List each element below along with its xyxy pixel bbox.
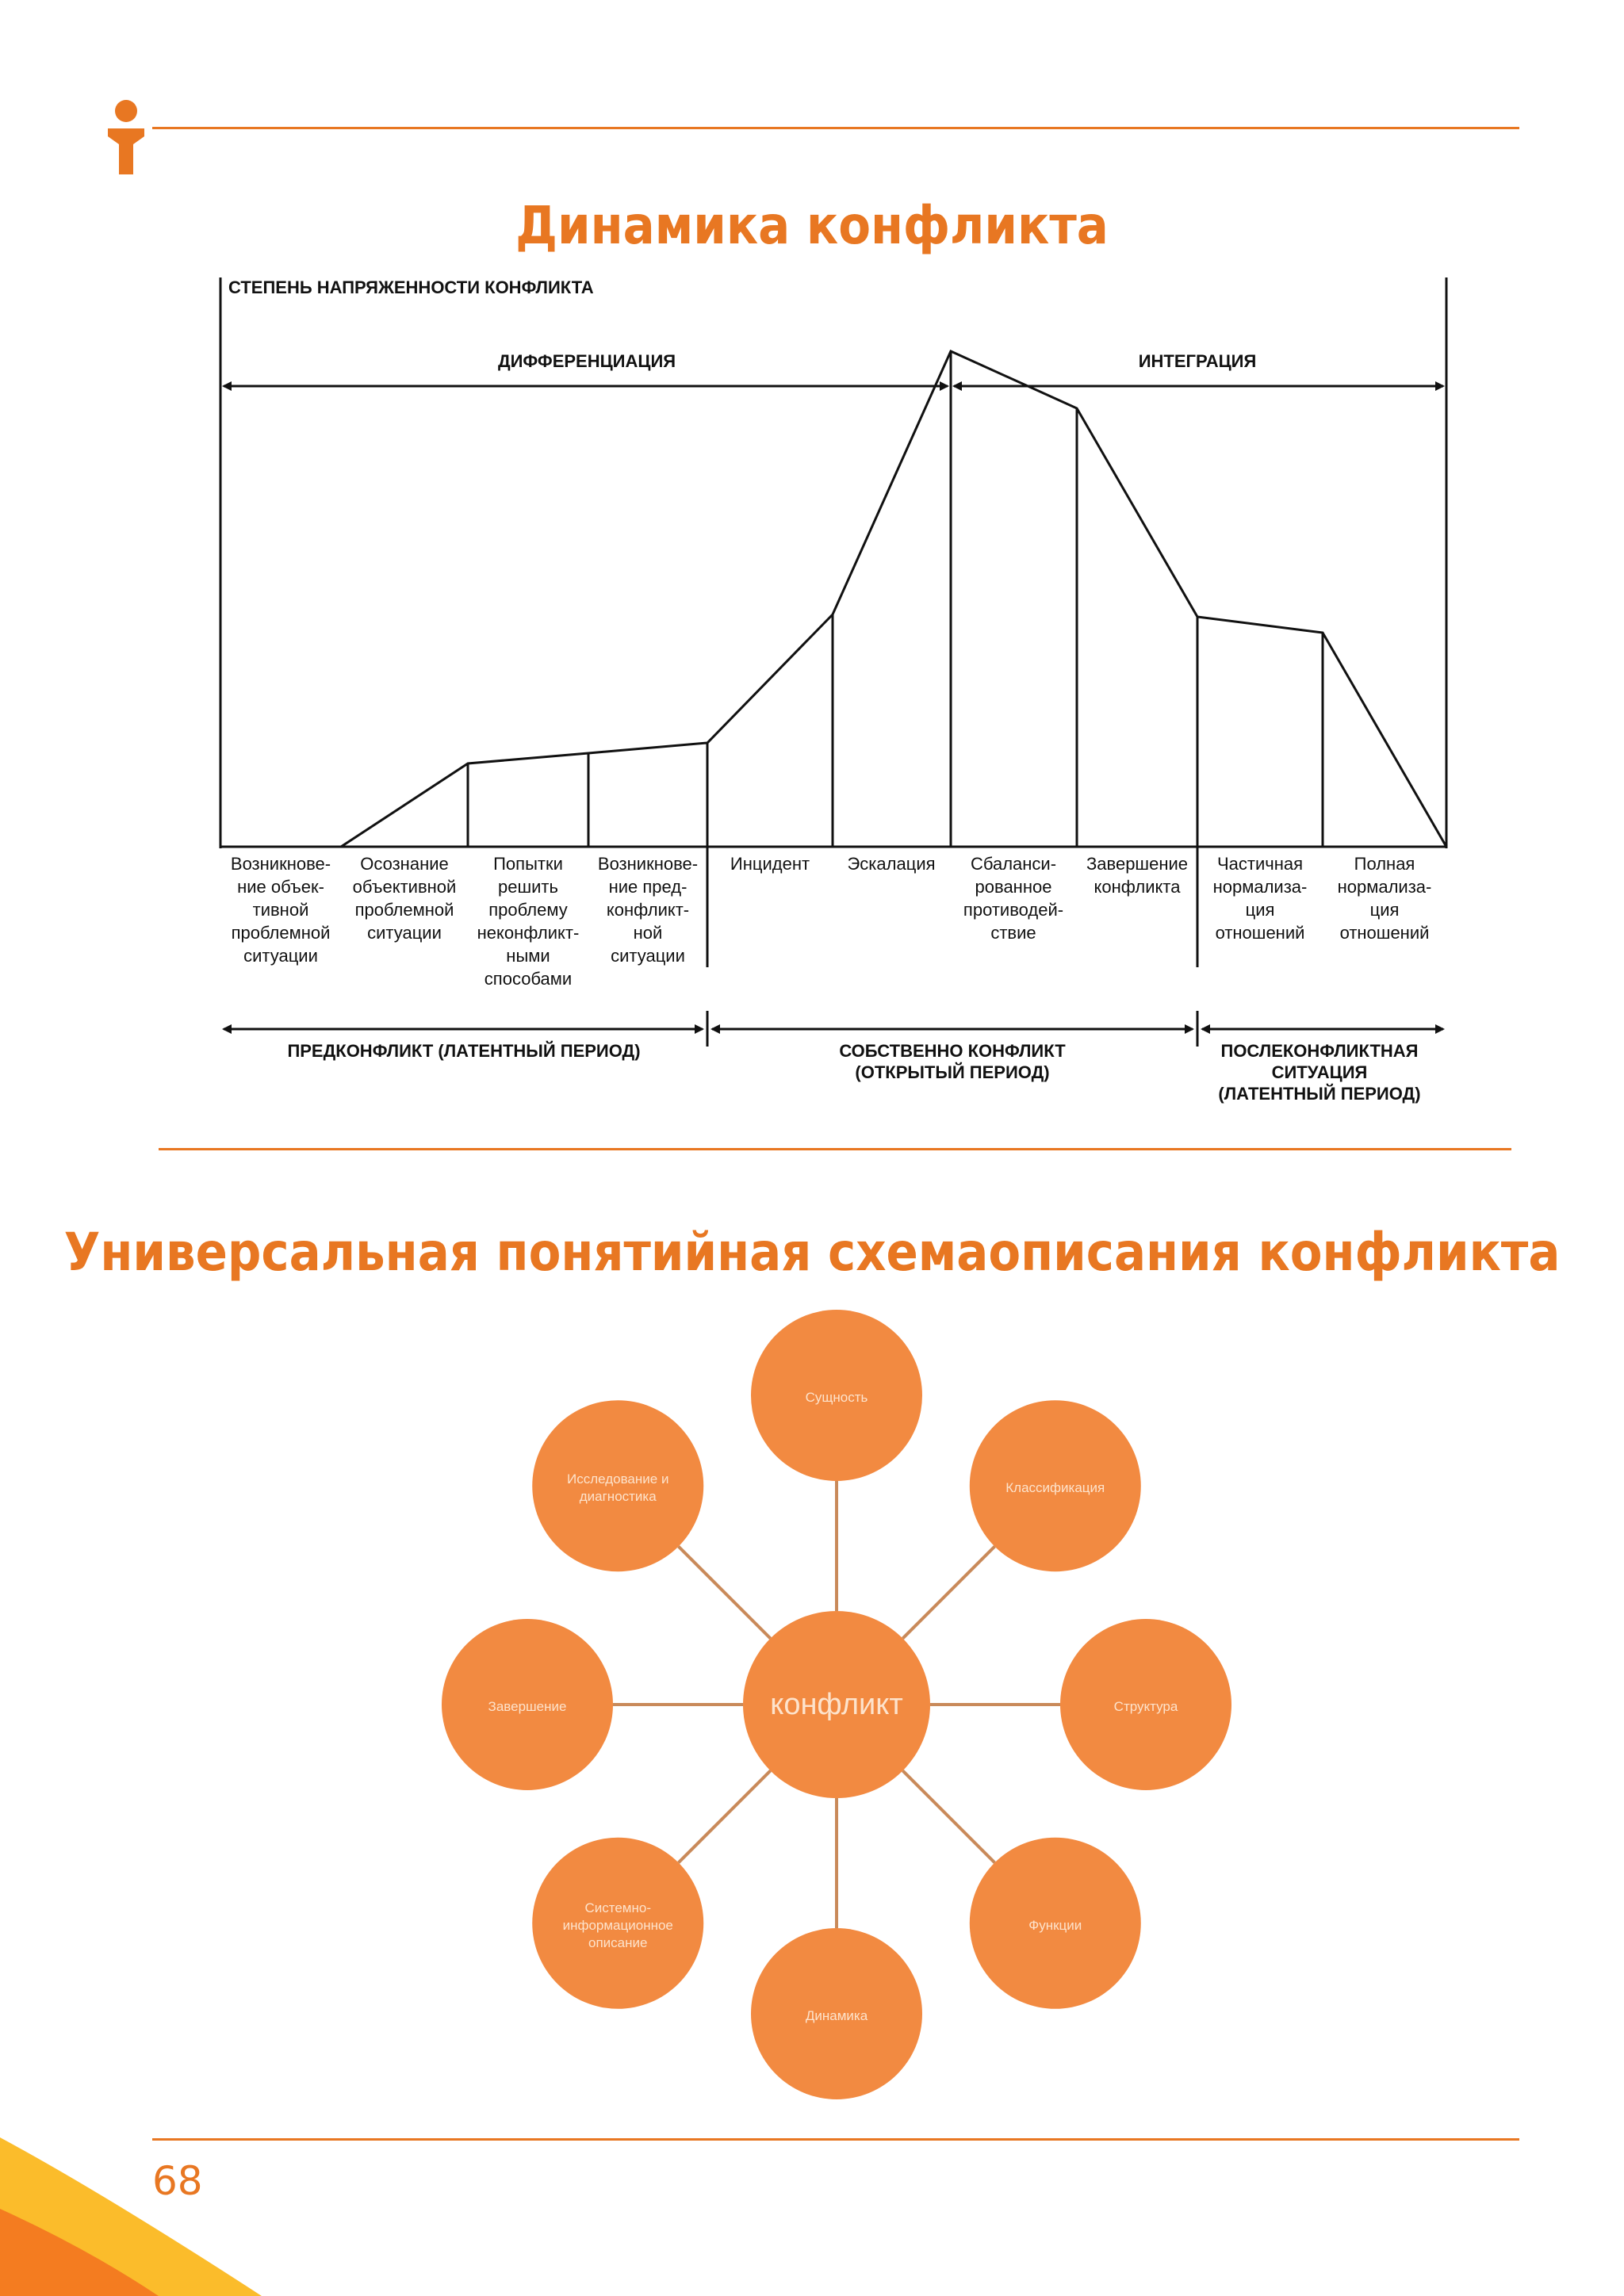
section-divider <box>159 1148 1511 1150</box>
section2-title: Универсальная понятийная схемаописания к… <box>63 1222 1561 1283</box>
period-label-0: ПРЕДКОНФЛИКТ (ЛАТЕНТНЫЙ ПЕРИОД) <box>287 1041 640 1061</box>
tension-curve <box>340 350 1448 848</box>
stage-label-4: Инцидент <box>730 854 810 874</box>
concept-node-label-6: Завершение <box>488 1699 567 1714</box>
spoke-1 <box>902 1545 996 1640</box>
spoke-7 <box>677 1545 772 1640</box>
y-axis-label: СТЕПЕНЬ НАПРЯЖЕННОСТИ КОНФЛИКТА <box>228 277 594 297</box>
stage-label-2: Попытки решить проблему неконфликт-ными спос… <box>477 854 580 989</box>
conflict-dynamics-diagram: СТЕПЕНЬ НАПРЯЖЕННОСТИ КОНФЛИКТА ДИФФЕРЕН… <box>219 277 1448 1104</box>
concept-node-label-3: Функции <box>1028 1918 1082 1933</box>
concept-node-1 <box>969 1400 1141 1572</box>
concept-node-0 <box>751 1310 922 1481</box>
stage-label-1: Осознание объективной проблемной ситуации <box>353 854 457 943</box>
concept-node-label-7: Исследование и диагностика <box>567 1471 668 1504</box>
stage-label-9: Полная нормализа-ция отношений <box>1338 854 1432 943</box>
stage-label-0: Возникнове-ние объек-тивной проблемной сит… <box>231 854 331 966</box>
concept-node-label-5: Системно-информационное описание <box>563 1900 673 1950</box>
page-number: 68 <box>152 2158 203 2204</box>
stage-label-8: Частичная нормализа-ция отношений <box>1213 854 1308 943</box>
concept-node-6 <box>442 1619 613 1790</box>
spoke-5 <box>677 1770 772 1864</box>
stage-labels: Возникнове-ние объек-тивной проблемной сит… <box>231 854 1431 989</box>
section1-title: Динамика конфликта <box>515 195 1109 256</box>
spoke-3 <box>902 1770 996 1864</box>
logo-person-icon <box>108 100 144 174</box>
concept-node-label-4: Динамика <box>806 2008 868 2023</box>
stage-label-6: Сбаланси-рованное противодей-ствие <box>963 854 1063 943</box>
concept-node-2 <box>1060 1619 1231 1790</box>
integration-label: ИНТЕГРАЦИЯ <box>1139 351 1257 371</box>
concept-node-label-1: Классификация <box>1005 1480 1105 1495</box>
concept-node-7 <box>532 1400 704 1572</box>
stage-label-7: Завершение конфликта <box>1086 854 1188 897</box>
period-labels: ПРЕДКОНФЛИКТ (ЛАТЕНТНЫЙ ПЕРИОД) СОБСТВЕНН… <box>287 1041 1420 1104</box>
concept-node-3 <box>969 1837 1141 2009</box>
concept-node-4 <box>751 1928 922 2099</box>
concept-scheme-diagram: Сущность Классификация Структура Функции Дин… <box>442 1310 1231 2099</box>
footer-rule <box>152 2138 1519 2141</box>
stage-label-3: Возникнове-ние пред-конфликт-ной ситуации <box>598 854 698 966</box>
corner-decoration <box>0 2137 262 2296</box>
differentiation-label: ДИФФЕРЕНЦИАЦИЯ <box>498 351 676 371</box>
period-label-1: СОБСТВЕННО КОНФЛИКТ (ОТКРЫТЫЙ ПЕРИОД) <box>839 1041 1066 1082</box>
header-rule <box>152 127 1519 129</box>
center-node <box>743 1611 930 1798</box>
stage-label-5: Эскалация <box>847 854 935 874</box>
concept-node-label-0: Сущность <box>806 1390 868 1405</box>
period-label-2: ПОСЛЕКОНФЛИКТНАЯ СИТУАЦИЯ (ЛАТЕНТНЫЙ ПЕРИО… <box>1218 1041 1420 1104</box>
center-node-label: конфликт <box>770 1688 902 1721</box>
concept-node-5 <box>532 1837 704 2009</box>
concept-node-label-2: Структура <box>1114 1699 1178 1714</box>
